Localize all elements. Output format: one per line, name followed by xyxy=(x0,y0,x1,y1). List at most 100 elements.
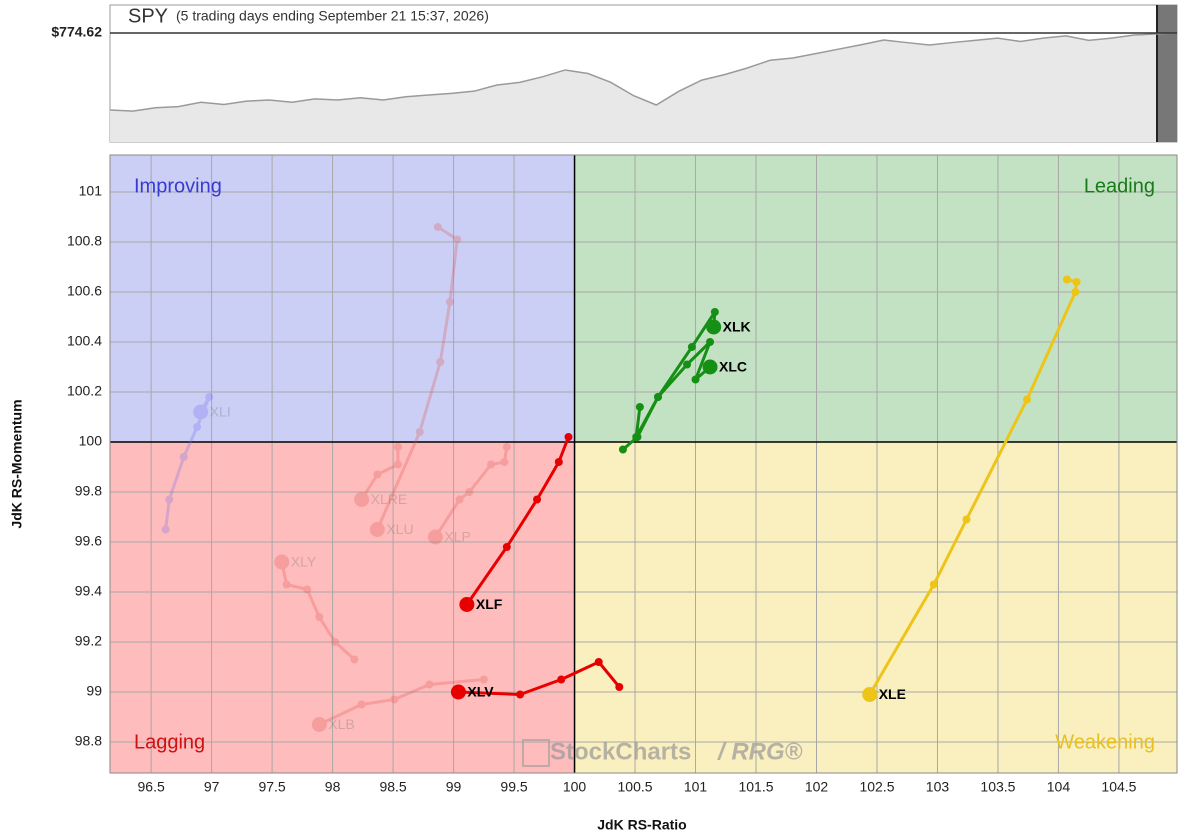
tail-xlre: XLRE xyxy=(354,443,407,507)
tail-point xyxy=(331,638,340,646)
series-label: XLI xyxy=(210,404,231,420)
tail-line xyxy=(280,561,356,661)
tail-point xyxy=(502,443,511,451)
quadrant-weakening xyxy=(574,442,1177,773)
tail-head xyxy=(354,492,370,507)
y-tick-label: 98.8 xyxy=(75,733,102,749)
tail-point xyxy=(706,338,715,346)
tail-head xyxy=(862,687,878,702)
tail-point xyxy=(455,495,464,504)
x-tick-label: 98.5 xyxy=(379,779,406,795)
series-label: XLU xyxy=(386,521,413,537)
x-tick-label: 98 xyxy=(325,779,341,795)
tail-point xyxy=(393,460,402,469)
tail-point xyxy=(691,375,700,384)
tail-point xyxy=(710,308,719,316)
tail-line xyxy=(164,395,211,530)
tail-point xyxy=(205,393,214,401)
tail-line xyxy=(434,446,509,538)
tail-point xyxy=(445,298,454,306)
tail-xle: XLE xyxy=(862,275,1081,702)
tail-head xyxy=(311,717,327,732)
tail-point xyxy=(687,343,696,351)
series-label: XLP xyxy=(444,529,470,545)
tail-point xyxy=(618,445,627,454)
tail-point xyxy=(1072,278,1081,286)
x-tick-label: 99.5 xyxy=(500,779,527,795)
series-label: XLK xyxy=(723,319,751,335)
spy-title: SPY xyxy=(128,5,168,27)
tail-point xyxy=(303,585,312,594)
tail-point xyxy=(436,358,445,366)
tail-point xyxy=(350,655,359,664)
series-label: XLY xyxy=(291,554,317,570)
watermark: StockCharts xyxy=(550,738,691,765)
quadrant-lagging xyxy=(110,442,575,773)
tail-point xyxy=(500,458,509,466)
tail-head xyxy=(706,319,722,335)
tail-point xyxy=(683,360,692,369)
watermark-icon xyxy=(522,739,550,767)
tail-head xyxy=(702,359,718,375)
y-tick-label: 100 xyxy=(79,433,103,449)
tail-line xyxy=(360,447,400,501)
y-tick-label: 99.2 xyxy=(75,633,102,649)
y-tick-label: 100.2 xyxy=(67,383,102,399)
tail-point xyxy=(161,525,170,534)
x-tick-label: 97 xyxy=(204,779,220,795)
series-label: XLE xyxy=(879,686,906,702)
y-tick-label: 99.4 xyxy=(75,583,102,599)
watermark: / RRG® xyxy=(717,738,803,765)
x-tick-label: 99 xyxy=(446,779,462,795)
tail-point xyxy=(1062,275,1071,284)
series-label: XLB xyxy=(328,716,354,732)
tail-point xyxy=(415,428,424,436)
quadrant-label: Weakening xyxy=(1055,731,1155,753)
tail-point xyxy=(373,470,382,479)
tail-point xyxy=(654,393,663,401)
tail-point xyxy=(554,458,563,466)
y-tick-label: 101 xyxy=(79,183,103,199)
tail-point xyxy=(390,695,399,704)
tail-head xyxy=(427,529,443,545)
tail-point xyxy=(1022,395,1031,404)
tail-point xyxy=(632,433,641,441)
tail-head xyxy=(369,522,385,537)
quadrant-leading xyxy=(574,155,1177,442)
x-tick-label: 102 xyxy=(805,779,829,795)
tail-xli: XLI xyxy=(161,393,231,534)
y-tick-label: 99 xyxy=(86,683,102,699)
last-price-label: $774.62 xyxy=(51,24,102,40)
series-label: XLC xyxy=(719,359,747,375)
spy-line xyxy=(109,32,1176,112)
tail-point xyxy=(1071,288,1080,296)
x-tick-label: 101 xyxy=(684,779,708,795)
quadrant-label: Leading xyxy=(1084,175,1155,197)
tail-xlf: XLF xyxy=(459,433,573,612)
x-tick-label: 101.5 xyxy=(738,779,773,795)
y-tick-label: 99.6 xyxy=(75,533,102,549)
tail-point xyxy=(465,488,474,496)
tail-point xyxy=(433,223,442,231)
x-tick-label: 102.5 xyxy=(859,779,894,795)
tail-point xyxy=(615,683,624,691)
plot-border xyxy=(109,154,1178,774)
x-tick-label: 96.5 xyxy=(138,779,165,795)
quadrant-improving xyxy=(110,155,575,442)
tail-point xyxy=(962,515,971,524)
x-tick-label: 104.5 xyxy=(1101,779,1136,795)
tail-point xyxy=(165,495,174,504)
tail-head xyxy=(450,684,466,700)
tail-xlp: XLP xyxy=(427,443,511,545)
quadrant-label: Improving xyxy=(134,175,222,197)
spy-subtitle: (5 trading days ending September 21 15:3… xyxy=(176,8,489,24)
tail-head xyxy=(274,554,290,570)
tail-point xyxy=(635,403,644,411)
tail-head xyxy=(193,404,209,420)
x-tick-label: 100.5 xyxy=(618,779,653,795)
x-tick-label: 104 xyxy=(1047,779,1071,795)
tail-xlu: XLU xyxy=(369,223,462,537)
y-tick-label: 100.6 xyxy=(67,283,102,299)
y-tick-label: 100.4 xyxy=(67,333,102,349)
